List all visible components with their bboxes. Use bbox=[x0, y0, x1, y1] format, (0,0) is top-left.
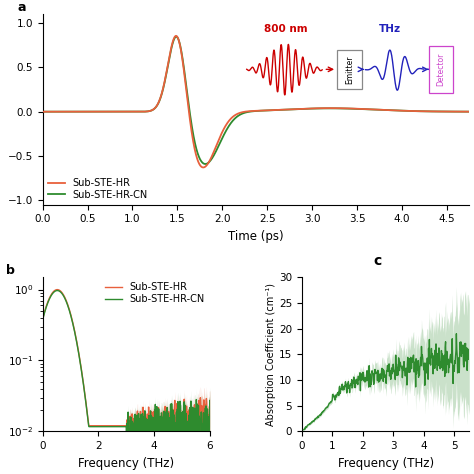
Line: Sub-STE-HR: Sub-STE-HR bbox=[43, 290, 210, 474]
Sub-STE-HR bbox=[207, 422, 213, 428]
Sub-STE-HR-CN bbox=[454, 109, 460, 115]
Text: c: c bbox=[373, 254, 382, 268]
Sub-STE-HR-CN bbox=[248, 109, 254, 114]
Sub-STE-HR-CN bbox=[237, 112, 242, 118]
Sub-STE-HR-CN bbox=[137, 425, 143, 431]
Sub-STE-HR bbox=[173, 33, 179, 39]
Legend: Sub-STE-HR, Sub-STE-HR-CN: Sub-STE-HR, Sub-STE-HR-CN bbox=[105, 282, 205, 304]
Sub-STE-HR bbox=[62, 109, 67, 115]
Sub-STE-HR bbox=[376, 107, 382, 113]
Sub-STE-HR-CN bbox=[40, 317, 46, 322]
Sub-STE-HR bbox=[248, 108, 254, 114]
Sub-STE-HR-CN bbox=[50, 290, 56, 296]
Sub-STE-HR bbox=[55, 287, 60, 292]
Sub-STE-HR-CN bbox=[455, 109, 460, 115]
Sub-STE-HR-CN bbox=[55, 288, 60, 293]
Text: a: a bbox=[17, 1, 26, 14]
Sub-STE-HR bbox=[147, 426, 153, 432]
Sub-STE-HR-CN bbox=[376, 107, 382, 113]
Sub-STE-HR-CN bbox=[184, 438, 190, 444]
Sub-STE-HR-CN bbox=[202, 161, 208, 167]
Sub-STE-HR-CN bbox=[167, 424, 173, 429]
X-axis label: Frequency (THz): Frequency (THz) bbox=[337, 456, 434, 470]
Sub-STE-HR-CN bbox=[142, 442, 147, 447]
Sub-STE-HR bbox=[455, 109, 460, 114]
Sub-STE-HR-CN bbox=[466, 109, 472, 115]
Sub-STE-HR-CN bbox=[62, 109, 67, 115]
Legend: Sub-STE-HR, Sub-STE-HR-CN: Sub-STE-HR, Sub-STE-HR-CN bbox=[47, 178, 148, 200]
X-axis label: Frequency (THz): Frequency (THz) bbox=[78, 456, 174, 470]
Sub-STE-HR bbox=[184, 418, 190, 423]
Sub-STE-HR-CN bbox=[147, 416, 153, 422]
Sub-STE-HR bbox=[40, 316, 46, 321]
Sub-STE-HR bbox=[167, 471, 173, 474]
Sub-STE-HR bbox=[201, 164, 206, 170]
Sub-STE-HR bbox=[50, 289, 56, 295]
Sub-STE-HR bbox=[142, 432, 147, 438]
Line: Sub-STE-HR-CN: Sub-STE-HR-CN bbox=[43, 36, 469, 164]
Sub-STE-HR bbox=[237, 110, 242, 116]
Sub-STE-HR bbox=[466, 109, 472, 115]
Sub-STE-HR-CN bbox=[173, 34, 179, 39]
Sub-STE-HR bbox=[40, 109, 46, 115]
Sub-STE-HR bbox=[454, 109, 460, 114]
Line: Sub-STE-HR-CN: Sub-STE-HR-CN bbox=[43, 291, 210, 474]
Text: b: b bbox=[6, 264, 15, 277]
X-axis label: Time (ps): Time (ps) bbox=[228, 230, 284, 243]
Sub-STE-HR bbox=[137, 428, 143, 433]
Line: Sub-STE-HR: Sub-STE-HR bbox=[43, 36, 469, 167]
Y-axis label: Absorption Coefficient (cm⁻¹): Absorption Coefficient (cm⁻¹) bbox=[266, 283, 276, 426]
Sub-STE-HR-CN bbox=[40, 109, 46, 115]
